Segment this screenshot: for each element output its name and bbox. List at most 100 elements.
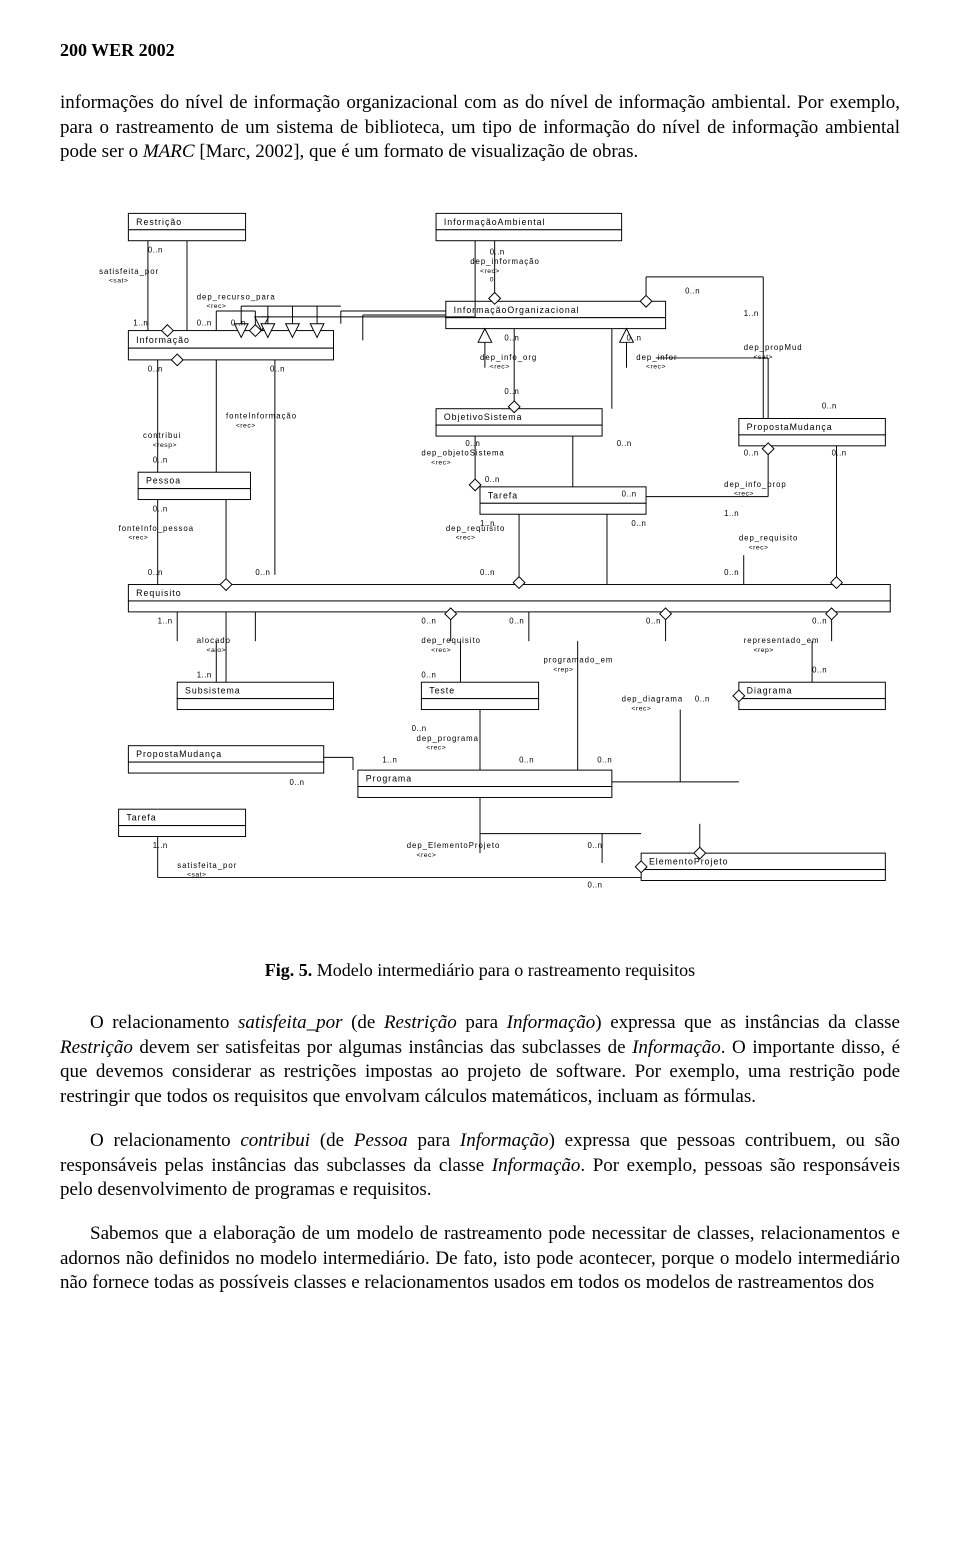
p3h: Informação — [492, 1155, 581, 1176]
svg-text:dep_requisito: dep_requisito — [446, 524, 506, 533]
p3d: Pessoa — [354, 1130, 408, 1151]
svg-text:0..n: 0..n — [270, 365, 285, 374]
svg-text:alocado: alocado — [197, 636, 231, 645]
svg-text:1..n: 1..n — [158, 617, 173, 626]
svg-text:1..n: 1..n — [480, 519, 495, 528]
svg-text:0..n: 0..n — [485, 475, 500, 484]
svg-text:fonteInfo_pessoa: fonteInfo_pessoa — [119, 524, 194, 533]
svg-text:Programa: Programa — [366, 774, 412, 784]
svg-text:0..n: 0..n — [812, 666, 827, 675]
svg-text:Requisito: Requisito — [136, 588, 181, 598]
svg-text:0..n: 0..n — [587, 880, 602, 889]
svg-text:0..n: 0..n — [255, 568, 270, 577]
svg-text:<rep>: <rep> — [553, 667, 573, 674]
svg-text:Tarefa: Tarefa — [488, 490, 518, 500]
svg-text:dep_programa: dep_programa — [417, 734, 479, 743]
paragraph-4: Sabemos que a elaboração de um modelo de… — [60, 1222, 900, 1296]
svg-text:dep_propMud: dep_propMud — [744, 343, 803, 352]
svg-text:<rec>: <rec> — [646, 364, 666, 371]
svg-text:0..n: 0..n — [724, 568, 739, 577]
svg-text:0..n: 0..n — [421, 617, 436, 626]
svg-text:0..n: 0..n — [412, 724, 427, 733]
figure-caption: Fig. 5. Modelo intermediário para o rast… — [60, 960, 900, 981]
p2i: devem ser satisfeitas por algumas instân… — [133, 1037, 632, 1058]
svg-text:0..n: 0..n — [695, 695, 710, 704]
svg-text:<resp>: <resp> — [153, 442, 177, 449]
svg-text:<rec>: <rec> — [490, 364, 510, 371]
svg-text:0..n: 0..n — [480, 568, 495, 577]
svg-text:dep_ElementoProjeto: dep_ElementoProjeto — [407, 841, 501, 850]
paragraph-2: O relacionamento satisfeita_por (de Rest… — [60, 1011, 900, 1110]
svg-text:0..n: 0..n — [290, 778, 305, 787]
svg-text:0..n: 0..n — [832, 449, 847, 458]
svg-text:satisfeita_por: satisfeita_por — [177, 861, 237, 870]
svg-text:Teste: Teste — [429, 686, 455, 696]
svg-text:dep_info_org: dep_info_org — [480, 353, 537, 362]
svg-text:<rec>: <rec> — [734, 491, 754, 498]
svg-text:0..n: 0..n — [822, 402, 837, 411]
svg-text:<rec>: <rec> — [480, 268, 500, 275]
svg-text:1..n: 1..n — [197, 670, 212, 679]
p2f: Informação — [507, 1012, 596, 1033]
p2g: ) expressa que as instâncias da classe — [595, 1012, 900, 1033]
p3f: Informação — [460, 1130, 549, 1151]
svg-text:dep_info_prop: dep_info_prop — [724, 480, 787, 489]
paragraph-3: O relacionamento contribui (de Pessoa pa… — [60, 1129, 900, 1203]
p2e: para — [457, 1012, 507, 1033]
svg-text:Informação: Informação — [136, 335, 190, 345]
svg-text:1..n: 1..n — [153, 841, 168, 850]
svg-text:dep_objetoSistema: dep_objetoSistema — [421, 449, 504, 458]
svg-text:<rec>: <rec> — [431, 647, 451, 654]
svg-text:0..n: 0..n — [421, 670, 436, 679]
svg-text:1..n: 1..n — [724, 509, 739, 518]
svg-text:Pessoa: Pessoa — [146, 476, 181, 486]
svg-text:dep_informação: dep_informação — [470, 257, 540, 266]
svg-text:fonteInformação: fonteInformação — [226, 412, 297, 421]
svg-text:<rec>: <rec> — [417, 852, 437, 859]
svg-text:0..n: 0..n — [148, 365, 163, 374]
svg-text:0..n: 0..n — [231, 319, 246, 328]
svg-text:1..n: 1..n — [133, 319, 148, 328]
svg-text:0: 0 — [490, 277, 494, 284]
svg-text:<rec>: <rec> — [749, 544, 769, 551]
svg-text:Subsistema: Subsistema — [185, 686, 241, 696]
svg-text:0..n: 0..n — [597, 755, 612, 764]
p3c: (de — [310, 1130, 354, 1151]
svg-text:0..n: 0..n — [504, 333, 519, 342]
p4: Sabemos que a elaboração de um modelo de… — [60, 1223, 900, 1293]
p1-marc: MARC — [143, 141, 195, 162]
svg-text:<rec>: <rec> — [236, 422, 256, 429]
p2b: satisfeita_por — [238, 1012, 343, 1033]
caption-rest: Modelo intermediário para o rastreamento… — [312, 960, 695, 980]
svg-text:PropostaMudança: PropostaMudança — [136, 749, 222, 759]
svg-text:Restrição: Restrição — [136, 217, 182, 227]
svg-text:contribui: contribui — [143, 431, 181, 440]
svg-text:0..n: 0..n — [148, 568, 163, 577]
svg-text:0..n: 0..n — [627, 333, 642, 342]
svg-text:dep_diagrama: dep_diagrama — [622, 695, 684, 704]
uml-diagram: Restrição InformaçãoAmbiental Informação In… — [60, 195, 900, 940]
svg-text:InformaçãoAmbiental: InformaçãoAmbiental — [444, 217, 546, 227]
svg-text:0..n: 0..n — [617, 439, 632, 448]
svg-text:0..n: 0..n — [504, 387, 519, 396]
paragraph-1: informações do nível de informação organ… — [60, 91, 900, 165]
p3b: contribui — [240, 1130, 310, 1151]
svg-text:<sat>: <sat> — [109, 278, 129, 285]
svg-text:0..n: 0..n — [744, 449, 759, 458]
svg-text:<rec>: <rec> — [431, 459, 451, 466]
svg-text:dep_requisito: dep_requisito — [739, 534, 799, 543]
svg-text:0..n: 0..n — [490, 247, 505, 256]
svg-text:<rec>: <rec> — [128, 535, 148, 542]
svg-text:0..n: 0..n — [509, 617, 524, 626]
svg-text:0..n: 0..n — [685, 287, 700, 296]
svg-text:ElementoProjeto: ElementoProjeto — [649, 857, 729, 867]
svg-text:<rec>: <rec> — [456, 535, 476, 542]
page-header: 200 WER 2002 — [60, 40, 900, 61]
svg-text:Tarefa: Tarefa — [126, 813, 156, 823]
svg-text:representado_em: representado_em — [744, 636, 820, 645]
svg-text:0..n: 0..n — [519, 755, 534, 764]
svg-text:InformaçãoOrganizacional: InformaçãoOrganizacional — [454, 305, 580, 315]
svg-text:0..n: 0..n — [153, 504, 168, 513]
p3a: O relacionamento — [90, 1130, 240, 1151]
p2j: Informação — [632, 1037, 721, 1058]
